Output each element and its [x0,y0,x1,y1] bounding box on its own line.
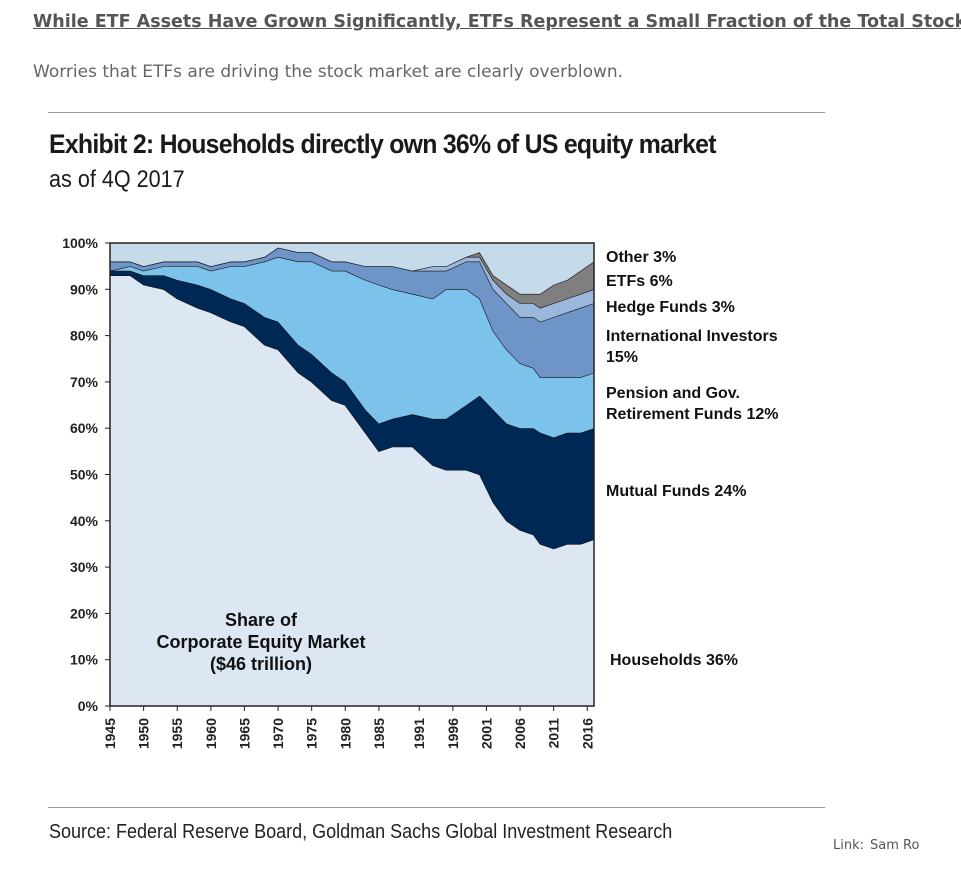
y-tick-label: 20% [70,605,99,621]
x-tick-label: 1950 [136,718,152,749]
area-band-other [110,243,594,294]
series-label: International Investors 15% [606,328,778,366]
area-band-etfs [110,247,594,308]
link-label: Link: [833,838,865,853]
y-tick-label: 70% [70,374,99,390]
link-attribution: Link: Sam Ro [833,838,919,853]
y-tick-label: 40% [70,513,99,529]
area-band-mutual_funds [110,270,594,549]
area-band-households [110,275,594,706]
y-tick-label: 10% [70,652,99,668]
article-subtext: Worries that ETFs are driving the stock … [33,62,624,82]
link-sam-ro[interactable]: Sam Ro [870,838,920,853]
chart-annotation: Share of Corporate Equity Market ($46 tril… [156,610,365,674]
y-tick-label: 60% [70,420,99,436]
top-divider [48,112,825,113]
series-label: ETFs 6% [606,273,673,290]
x-tick-label: 1991 [411,718,427,749]
y-tick-label: 90% [70,281,99,297]
article-headline-link[interactable]: While ETF Assets Have Grown Significantl… [33,12,961,32]
y-tick-label: 100% [62,235,98,251]
area-band-international [110,247,594,378]
y-tick-label: 0% [78,698,99,714]
x-tick-label: 1985 [371,718,387,749]
x-tick-label: 1965 [236,718,252,749]
x-tick-label: 2016 [579,718,595,749]
series-label: Households 36% [610,652,738,669]
bottom-divider [48,807,825,808]
x-tick-label: 1945 [102,718,118,749]
x-tick-label: 1980 [337,718,353,749]
area-band-pension [110,256,594,438]
exhibit-subtitle: as of 4Q 2017 [49,166,185,193]
series-label: Other 3% [606,249,676,266]
exhibit-title: Exhibit 2: Households directly own 36% o… [49,129,717,159]
y-tick-label: 30% [70,559,99,575]
y-tick-label: 50% [70,467,99,483]
x-tick-label: 1975 [304,718,320,749]
x-tick-label: 2011 [546,718,562,749]
x-tick-label: 1960 [203,718,219,749]
x-tick-label: 1955 [169,718,185,749]
x-tick-label: 2001 [478,718,494,749]
x-tick-label: 1996 [445,718,461,749]
series-label: Hedge Funds 3% [606,299,735,316]
x-tick-label: 2006 [512,718,528,749]
series-label: Mutual Funds 24% [606,483,746,500]
x-tick-label: 1970 [270,718,286,749]
source-note: Source: Federal Reserve Board, Goldman S… [49,821,673,843]
series-label: Pension and Gov. Retirement Funds 12% [606,385,778,423]
y-tick-label: 80% [70,328,99,344]
